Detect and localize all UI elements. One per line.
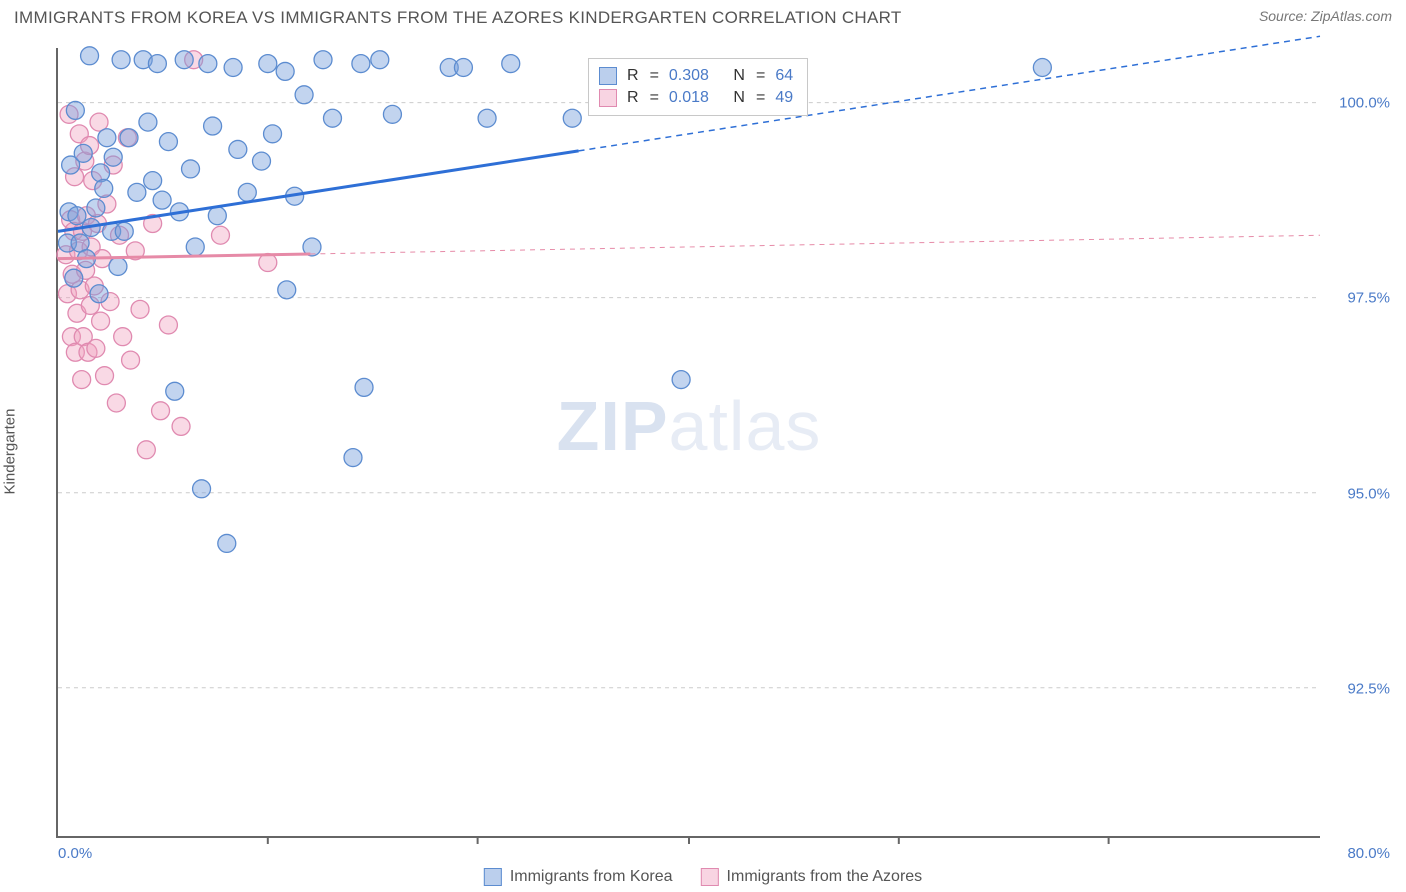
stat-n-label: N — [733, 67, 746, 85]
scatter-points-blue — [58, 47, 1051, 553]
source-attribution: Source: ZipAtlas.com — [1259, 8, 1392, 24]
x-ticks — [268, 836, 1109, 844]
stat-r-value-blue: 0.308 — [669, 67, 709, 85]
y-axis-label: Kindergarten — [2, 409, 19, 495]
x-tick-label-last: 80.0% — [1347, 845, 1390, 862]
stat-r-label: R — [627, 89, 640, 107]
source-prefix: Source: — [1259, 8, 1311, 24]
chart-header: IMMIGRANTS FROM KOREA VS IMMIGRANTS FROM… — [0, 0, 1406, 34]
stats-row-pink: R = 0.018 N = 49 — [599, 87, 793, 109]
stat-n-value-pink: 49 — [775, 89, 793, 107]
swatch-pink-icon — [701, 868, 719, 886]
legend-item-pink: Immigrants from the Azores — [701, 868, 923, 886]
stat-n-value-blue: 64 — [775, 67, 793, 85]
equals-icon: = — [650, 67, 659, 85]
y-tick-label: 100.0% — [1330, 94, 1390, 111]
legend-label-pink: Immigrants from the Azores — [727, 868, 923, 886]
x-tick-label-first: 0.0% — [58, 845, 92, 862]
equals-icon: = — [756, 67, 765, 85]
plot-wrapper: Kindergarten ZIPatlas R = 0.308 N = 64 — [14, 48, 1392, 838]
y-tick-label: 97.5% — [1330, 290, 1390, 307]
y-tick-label: 92.5% — [1330, 681, 1390, 698]
stats-row-blue: R = 0.308 N = 64 — [599, 65, 793, 87]
stat-r-value-pink: 0.018 — [669, 89, 709, 107]
legend-label-blue: Immigrants from Korea — [510, 868, 673, 886]
y-tick-label: 95.0% — [1330, 485, 1390, 502]
plot-area: ZIPatlas R = 0.308 N = 64 R = 0.018 N = — [56, 48, 1320, 838]
swatch-blue-icon — [599, 67, 617, 85]
stat-n-label: N — [733, 89, 746, 107]
swatch-blue-icon — [484, 868, 502, 886]
chart-title: IMMIGRANTS FROM KOREA VS IMMIGRANTS FROM… — [14, 8, 902, 28]
bottom-legend: Immigrants from Korea Immigrants from th… — [484, 868, 922, 886]
equals-icon: = — [650, 89, 659, 107]
legend-item-blue: Immigrants from Korea — [484, 868, 673, 886]
swatch-pink-icon — [599, 89, 617, 107]
stat-r-label: R — [627, 67, 640, 85]
plot-svg — [58, 48, 1320, 836]
equals-icon: = — [756, 89, 765, 107]
source-name: ZipAtlas.com — [1311, 8, 1392, 24]
stats-legend-box: R = 0.308 N = 64 R = 0.018 N = 49 — [588, 58, 808, 116]
